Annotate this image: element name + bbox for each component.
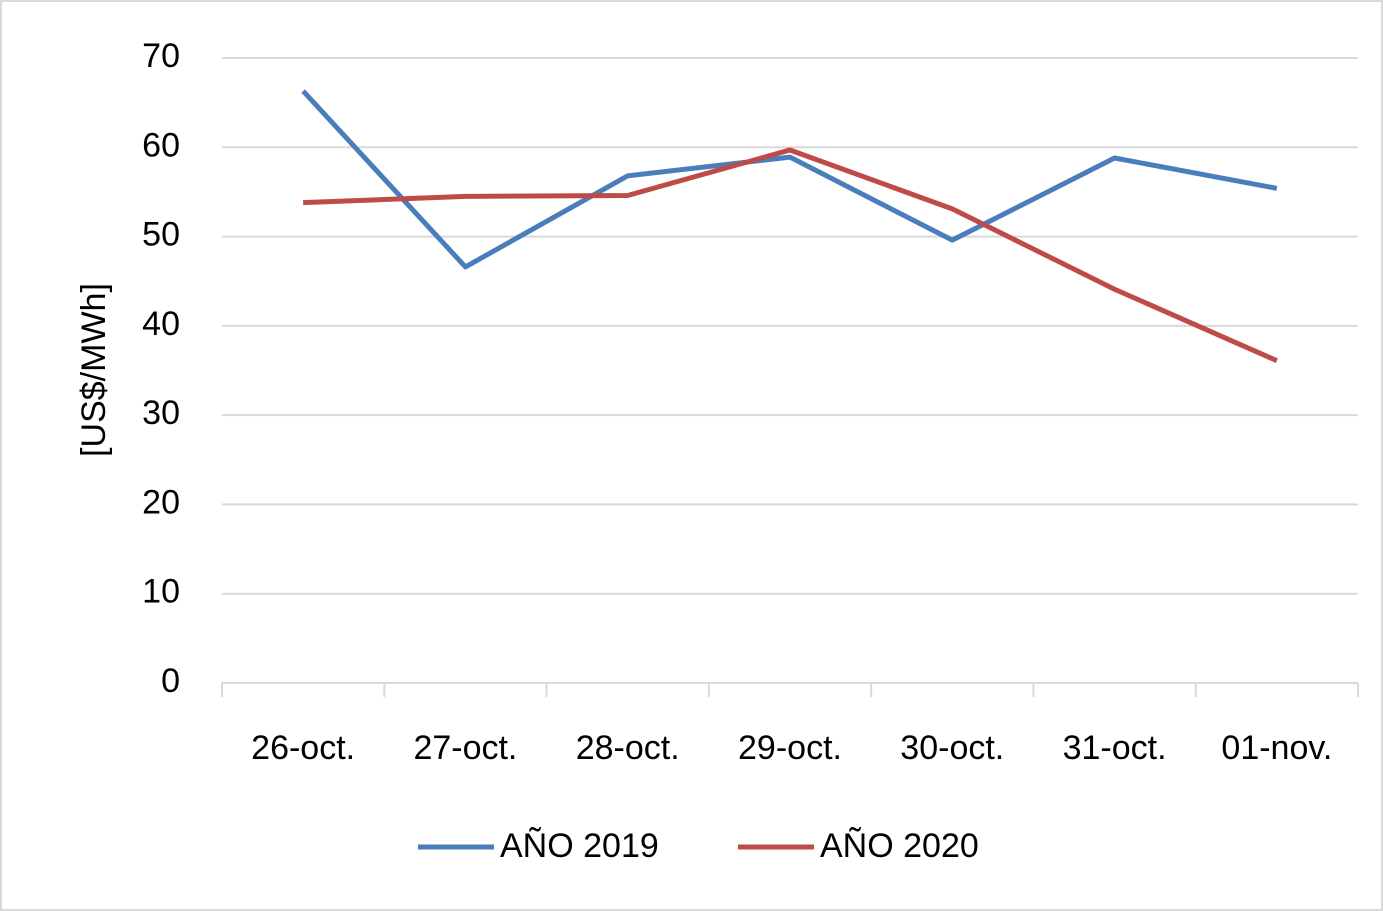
y-tick-label: 40 [142,305,180,343]
x-tick-label: 31-oct. [1063,729,1167,767]
y-tick-label: 30 [142,394,180,432]
x-tick-label: 27-oct. [413,729,517,767]
y-tick-label: 10 [142,573,180,611]
y-axis-label: [US$/MWh] [75,283,113,457]
x-tick-label: 29-oct. [738,729,842,767]
y-tick-label: 20 [142,483,180,521]
x-tick-label: 01-nov. [1221,729,1332,767]
x-tick-label: 30-oct. [900,729,1004,767]
y-tick-label: 60 [142,126,180,164]
y-tick-label: 0 [161,662,180,700]
series-line [301,89,1278,270]
series-line [303,147,1278,363]
y-tick-label: 70 [142,37,180,75]
y-tick-label: 50 [142,216,180,254]
x-tick-label: 26-oct. [251,729,355,767]
legend-label: AÑO 2019 [500,827,659,865]
legend-label: AÑO 2020 [820,827,979,865]
x-tick-label: 28-oct. [576,729,680,767]
